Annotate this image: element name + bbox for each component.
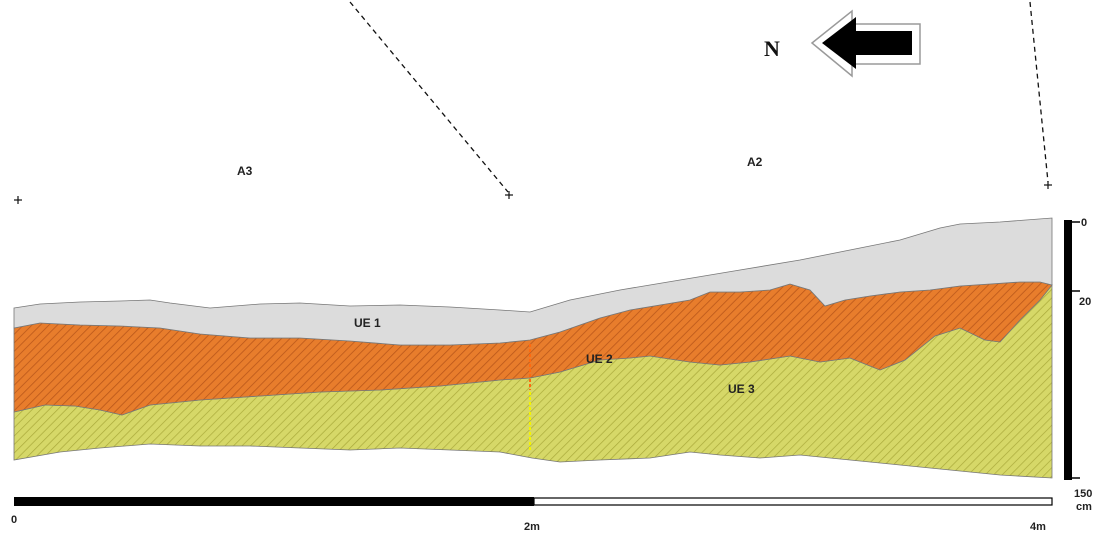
layer-label-ue3: UE 3 (728, 382, 755, 396)
vertical-scale-bar (1064, 220, 1080, 480)
vertical-tick-20: 20 (1079, 296, 1091, 308)
layer-label-ue2: UE 2 (586, 352, 613, 366)
reference-marker-middle (505, 191, 513, 199)
vertical-tick-150: 150 (1074, 488, 1092, 500)
reference-marker-left (14, 196, 22, 204)
layer-ue1 (13, 217, 1053, 346)
north-label: N (764, 36, 780, 61)
horizontal-tick-4m: 4m (1030, 521, 1046, 533)
horizontal-tick-2m: 2m (524, 521, 540, 533)
vertical-tick-0: 0 (1081, 217, 1087, 229)
sector-label-a2: A2 (747, 155, 763, 169)
guide-line-right (1029, 1, 1049, 183)
north-arrow-icon (810, 9, 921, 78)
layer-label-ue1: UE 1 (354, 316, 381, 330)
vertical-scale-unit: cm (1076, 501, 1092, 513)
reference-marker-right (1044, 181, 1052, 189)
guide-line-left (349, 1, 509, 193)
sector-label-a3: A3 (237, 164, 253, 178)
horizontal-scale-bar (14, 497, 1053, 506)
horizontal-tick-0: 0 (11, 514, 17, 526)
